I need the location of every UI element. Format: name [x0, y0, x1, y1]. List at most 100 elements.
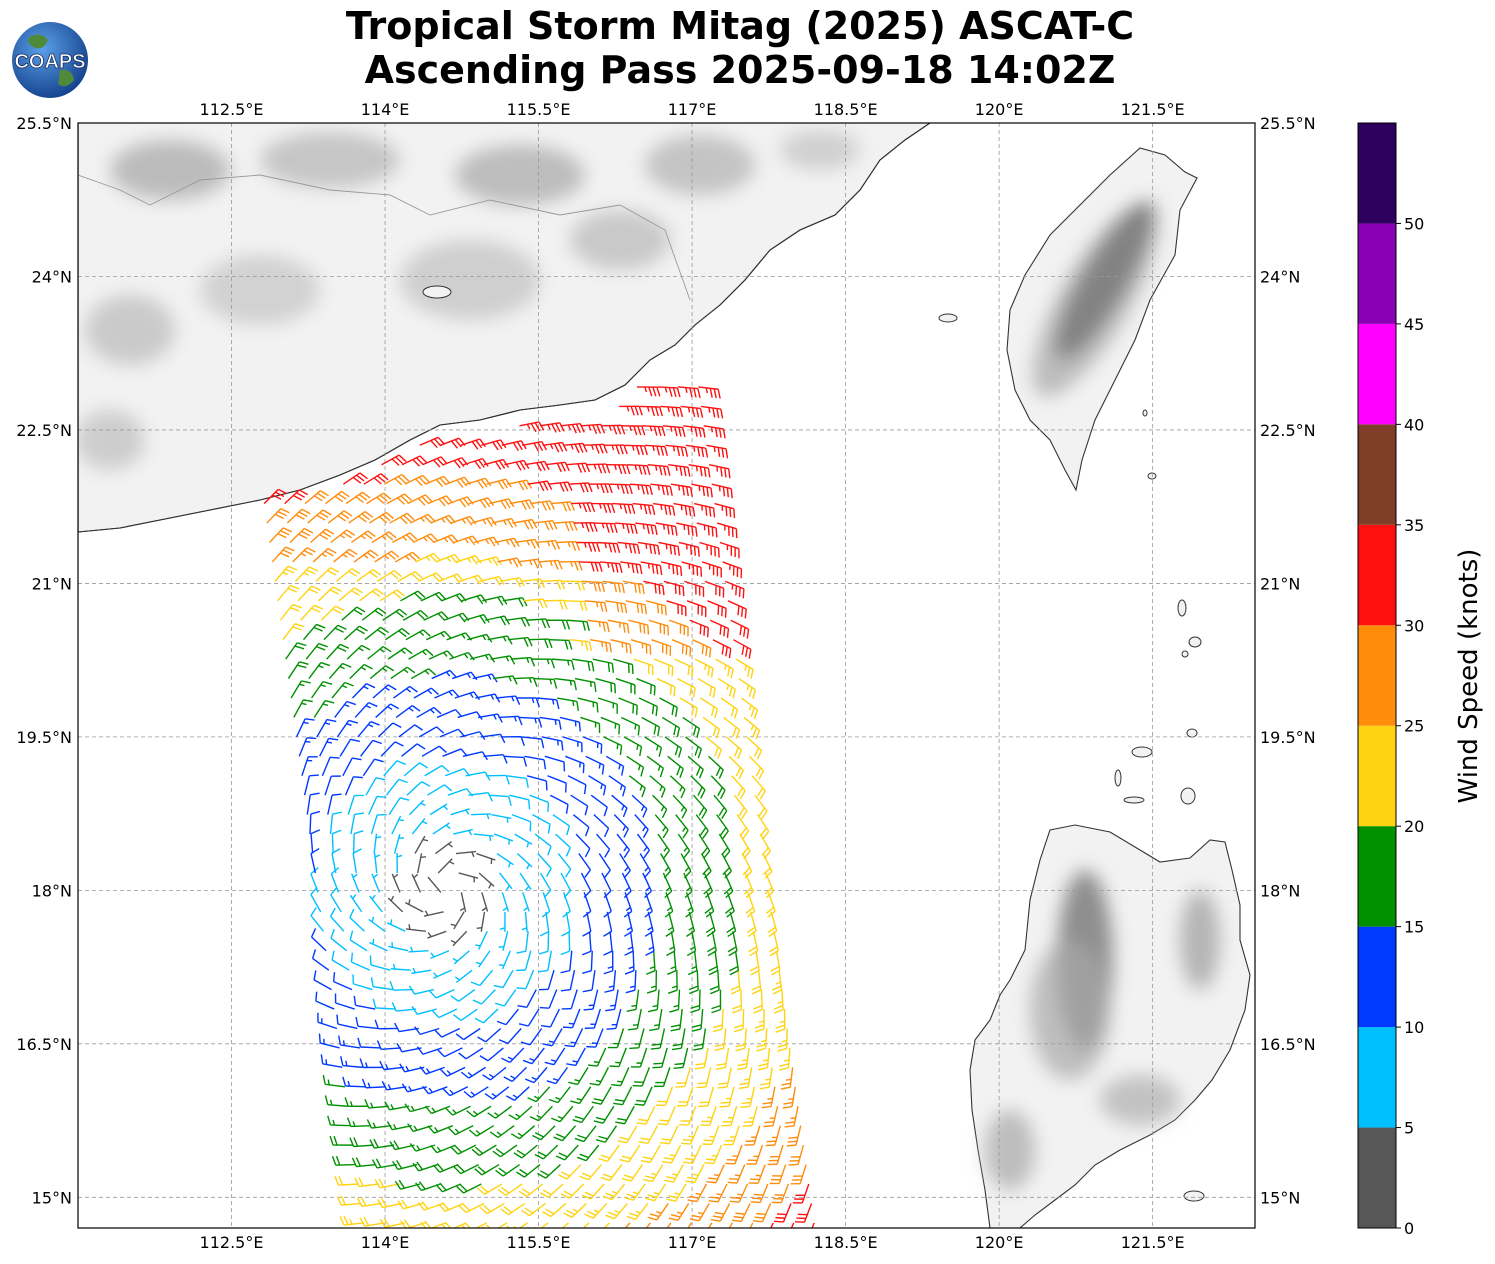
- wind-barb: [730, 970, 741, 995]
- wind-barb: [773, 989, 784, 1014]
- wind-barb: [405, 924, 426, 932]
- wind-barb: [435, 841, 453, 855]
- wind-barb: [369, 938, 388, 952]
- wind-barb: [728, 1222, 733, 1228]
- wind-barb: [740, 1086, 756, 1109]
- wind-barb: [704, 580, 725, 598]
- wind-barb: [592, 658, 615, 673]
- wind-barb: [713, 794, 728, 820]
- wind-barb: [516, 931, 529, 954]
- wind-barb: [482, 1066, 507, 1081]
- wind-barb: [356, 568, 382, 582]
- wind-barb: [369, 894, 383, 913]
- wind-barb: [266, 508, 290, 524]
- wind-barb: [708, 464, 731, 479]
- wind-barb: [561, 580, 586, 591]
- wind-barb: [339, 738, 360, 757]
- wind-barb: [702, 1125, 720, 1146]
- wind-barb: [633, 658, 654, 676]
- wind-barb: [652, 502, 676, 516]
- wind-barb: [719, 1086, 735, 1108]
- wind-barb: [501, 440, 527, 452]
- wind-barb: [623, 911, 634, 937]
- wind-barb: [752, 1203, 772, 1223]
- wind-barb: [414, 835, 429, 854]
- wind-barb: [581, 1183, 605, 1200]
- wind-barb: [365, 777, 386, 796]
- wind-barb: [589, 638, 612, 653]
- wind-barb: [646, 755, 664, 778]
- lat-tick-label: 16.5°N: [16, 1035, 72, 1054]
- wind-barb: [624, 444, 648, 456]
- map-frame: [77, 122, 1256, 1229]
- wind-barb: [560, 872, 572, 898]
- wind-barb: [330, 887, 342, 913]
- wind-barb: [689, 1203, 710, 1222]
- terrain-shading-china: [78, 130, 860, 470]
- wind-barb: [624, 1222, 631, 1228]
- colorbar-tick-label: 30: [1404, 616, 1424, 635]
- lon-tick-label: 121.5°E: [1121, 100, 1185, 119]
- wind-barb: [538, 931, 550, 955]
- wind-barb: [517, 558, 543, 569]
- wind-barb: [300, 604, 324, 621]
- wind-barb: [313, 699, 335, 718]
- wind-barb: [654, 814, 669, 839]
- wind-barb: [603, 736, 623, 756]
- wind-barb: [748, 1164, 766, 1184]
- wind-barb: [636, 677, 656, 696]
- wind-barb: [488, 794, 512, 806]
- wind-barb: [659, 1125, 679, 1145]
- lon-tick-label: 118.5°E: [814, 1233, 878, 1252]
- wind-barb: [304, 490, 329, 505]
- wind-barb: [678, 541, 700, 557]
- wind-barb: [790, 1164, 807, 1185]
- wind-barb: [562, 1008, 581, 1029]
- wind-barb: [368, 795, 387, 815]
- wind-barb: [310, 528, 335, 544]
- wind-barb: [560, 931, 571, 956]
- wind-barb: [652, 1047, 668, 1069]
- wind-barb: [691, 483, 713, 498]
- lat-tick-label: 22.5°N: [16, 421, 72, 440]
- wind-barb: [374, 1178, 400, 1189]
- wind-barb: [497, 1183, 523, 1196]
- wind-barb: [748, 931, 759, 957]
- wind-barb: [541, 736, 564, 751]
- wind-barb: [775, 1009, 786, 1033]
- wind-barb: [630, 1047, 648, 1068]
- wind-barb: [391, 815, 405, 835]
- wind-barb: [293, 699, 313, 718]
- wind-barb: [672, 794, 688, 819]
- wind-barb: [451, 671, 478, 681]
- wind-barb: [532, 1125, 556, 1141]
- wind-barb: [349, 663, 373, 680]
- wind-barb: [691, 1008, 704, 1032]
- wind-barb: [463, 457, 489, 470]
- wind-barb: [431, 669, 457, 680]
- wind-barb: [323, 624, 347, 641]
- wind-barb: [454, 691, 481, 701]
- wind-barb: [610, 639, 632, 654]
- wind-barb: [568, 1067, 589, 1086]
- wind-barb: [345, 491, 371, 505]
- wind-barb: [609, 483, 633, 495]
- wind-barb: [362, 758, 384, 777]
- wind-barb: [765, 1125, 781, 1147]
- wind-barb: [348, 511, 374, 524]
- wind-barb: [689, 619, 709, 638]
- wind-barb: [498, 950, 512, 970]
- lat-tick-label: 25.5°N: [1260, 114, 1316, 133]
- wind-barb: [645, 1222, 651, 1228]
- wind-barb: [604, 444, 628, 455]
- wind-barb: [271, 546, 295, 563]
- wind-barb: [645, 950, 656, 975]
- wind-barb: [551, 658, 575, 671]
- wind-barb: [438, 1202, 464, 1212]
- wind-barb: [377, 722, 402, 738]
- wind-barb: [675, 1067, 691, 1088]
- wind-barb: [289, 527, 314, 543]
- wind-barb: [564, 600, 588, 611]
- wind-barb: [683, 425, 706, 438]
- wind-barb: [579, 1164, 602, 1181]
